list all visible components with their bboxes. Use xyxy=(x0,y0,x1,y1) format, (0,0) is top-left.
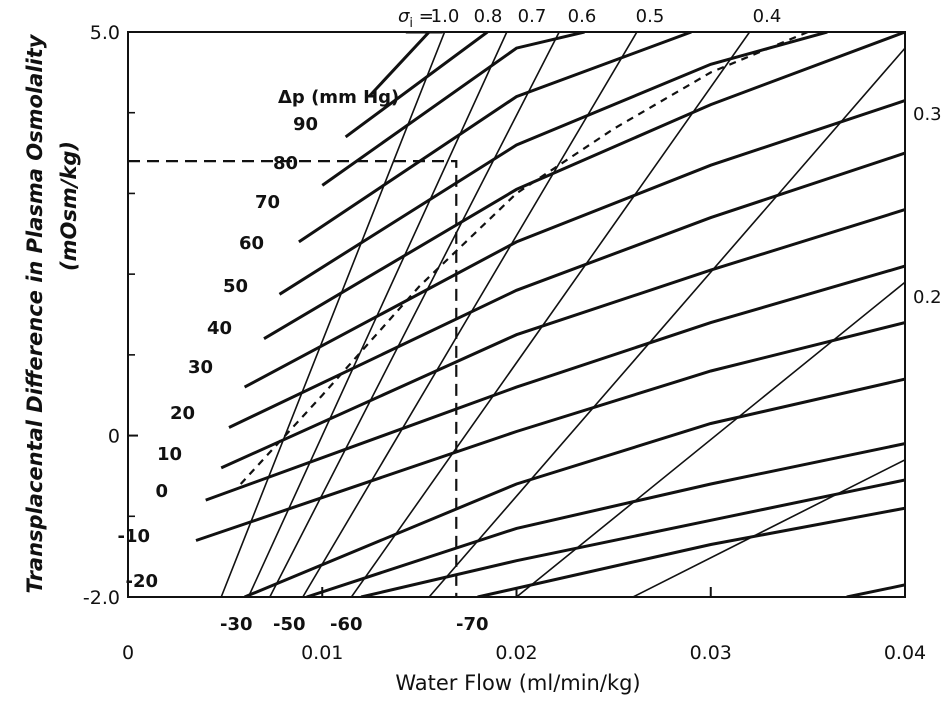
dp-label: 50 xyxy=(223,276,248,297)
dp-label: 90 xyxy=(293,114,318,135)
sigma-label-0.2: 0.2 xyxy=(913,287,942,308)
dp-title: Δp (mm Hg) xyxy=(278,87,399,108)
sigma-line-0.2 xyxy=(632,459,905,597)
plot-area xyxy=(195,32,905,597)
y-axis-label: Transplacental Difference in Plasma Osmo… xyxy=(23,33,47,593)
sigma-label-0.6: 0.6 xyxy=(568,6,597,27)
sigma-line-0.6 xyxy=(302,32,638,597)
sigma-line-0.4 xyxy=(428,47,905,597)
dp-label: 30 xyxy=(188,357,213,378)
sigma-label-0.3: 0.3 xyxy=(913,104,942,125)
dp-line-0 xyxy=(220,208,905,470)
dp-line--20 xyxy=(195,321,905,542)
dp-label: -10 xyxy=(117,526,150,547)
x-tick-label: 0.04 xyxy=(884,642,926,664)
y-axis-unit-label: (mOsm/kg) xyxy=(57,141,81,271)
dp-label: -30 xyxy=(220,614,253,635)
reference-lines xyxy=(128,160,458,597)
x-tick-label: 0.01 xyxy=(301,642,343,664)
dp-line-60 xyxy=(321,32,585,187)
plot-lines xyxy=(127,31,906,598)
sigma-equals: = xyxy=(413,6,434,27)
dp-line--30 xyxy=(244,377,905,597)
dp-label: -60 xyxy=(330,614,363,635)
sigma-label-0.7: 0.7 xyxy=(518,6,547,27)
dp-line--10 xyxy=(205,264,905,502)
sigma-label-1.0: 1.0 xyxy=(431,6,460,27)
sigma-label-0.4: 0.4 xyxy=(753,6,782,27)
dp-line-10 xyxy=(228,151,905,429)
x-tick-label: 0 xyxy=(122,642,134,664)
dp-line--70 xyxy=(477,506,905,597)
x-tick-label: 0.02 xyxy=(495,642,537,664)
dp-line--60 xyxy=(360,478,905,597)
dp-line-70 xyxy=(344,32,489,139)
sigma-label-0.5: 0.5 xyxy=(636,6,665,27)
dp-line-30 xyxy=(263,32,905,340)
y-tick-label: 0 xyxy=(108,426,120,448)
dp-label: -70 xyxy=(456,614,489,635)
dp-label: -20 xyxy=(125,571,158,592)
dp-label: 10 xyxy=(157,444,182,465)
sigma-label-0.8: 0.8 xyxy=(474,6,503,27)
x-axis-label: Water Flow (ml/min/kg) xyxy=(395,671,640,695)
sigma-line-0.7 xyxy=(269,32,560,597)
sigma-subscript: i xyxy=(409,16,413,31)
dp-line-40 xyxy=(278,32,828,296)
y-tick-label: 5.0 xyxy=(90,22,120,44)
dp-line-extra-16 xyxy=(846,583,905,597)
dashed-curve xyxy=(239,32,809,485)
sigma-symbol: σ xyxy=(398,6,410,27)
sigma-line-0.3 xyxy=(515,281,905,597)
dp-label: 60 xyxy=(239,233,264,254)
dp-label: 70 xyxy=(255,192,280,213)
dp-label: 20 xyxy=(170,403,195,424)
x-tick-label: 0.03 xyxy=(690,642,732,664)
sigma-line-0.5 xyxy=(350,32,751,597)
dp-line-20 xyxy=(243,99,905,389)
sigma-title: σi = xyxy=(398,6,434,31)
dp-label: 40 xyxy=(207,318,232,339)
dp-line--50 xyxy=(306,442,905,597)
y-tick-label: -2.0 xyxy=(83,587,120,609)
dp-label: -50 xyxy=(273,614,306,635)
dp-label: 0 xyxy=(155,481,168,502)
dp-line-80 xyxy=(367,32,431,98)
plot-labels: 5.0 0 -2.0 0 0.01 0.02 0.03 0.04 1.0 0.8 0.7 0.6 0.5… xyxy=(83,6,942,664)
dp-label: 80 xyxy=(273,153,298,174)
dp-line-50 xyxy=(298,32,692,244)
